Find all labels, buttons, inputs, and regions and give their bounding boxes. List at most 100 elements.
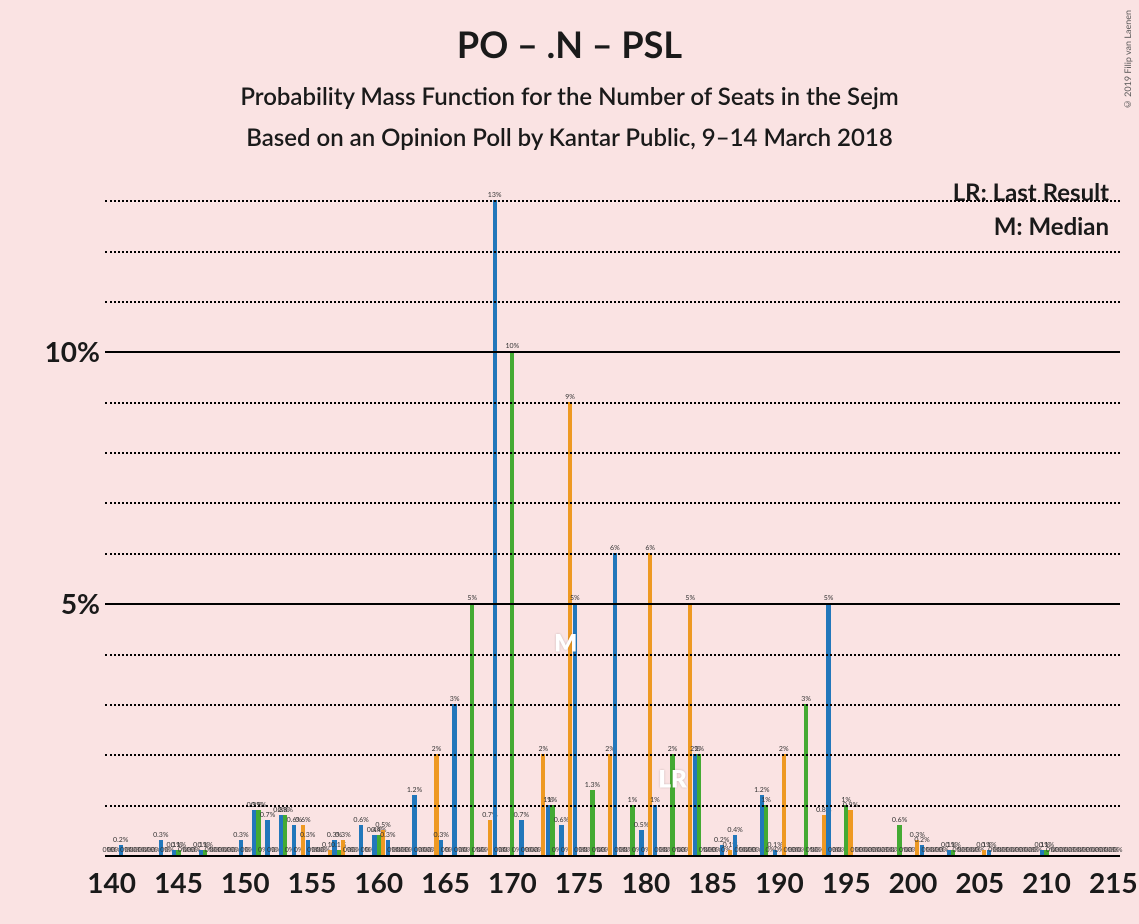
bar-group: 0%0%0.8% (813, 815, 826, 855)
bar-value-label: 0.3% (233, 832, 248, 840)
x-axis-label: 170 (488, 855, 537, 899)
gridline-minor (105, 704, 1120, 706)
bar-b: 13% (493, 200, 497, 855)
bar-group: 0.6%0%0.6% (292, 825, 305, 855)
bar-value-label: 2% (779, 746, 789, 754)
bar-value-label: 1.3% (585, 782, 600, 790)
bar-o: 0.6% (301, 825, 305, 855)
gridline-minor (105, 301, 1120, 303)
bar-value-label: 0.6% (353, 817, 368, 825)
bar-o: 0.7% (488, 820, 492, 855)
bar-value-label: 0.6% (892, 817, 907, 825)
bar-value-label: 0.5% (375, 822, 390, 830)
bar-value-label: 1.2% (754, 787, 769, 795)
bar-group: 1%1%0% (546, 805, 559, 855)
bar-b: 5% (573, 603, 577, 855)
bar-group: 0%5%0% (466, 603, 479, 855)
bar-value-label: 13% (488, 192, 502, 200)
gridline-minor (105, 553, 1120, 555)
x-axis-label: 145 (154, 855, 203, 899)
bar-value-label: 5% (570, 595, 580, 603)
bar-value-label: 9% (565, 394, 575, 402)
x-axis-label: 155 (288, 855, 337, 899)
bar-group: 0.7%0%0% (265, 820, 278, 855)
gridline-minor (105, 200, 1120, 202)
bar-group: 0%3%0% (800, 704, 813, 855)
x-axis-label: 150 (221, 855, 270, 899)
bar-value-label: 10% (505, 343, 519, 351)
x-axis-label: 165 (421, 855, 470, 899)
bar-value-label: 5% (685, 595, 695, 603)
y-axis-label: 5% (61, 586, 100, 620)
y-axis-label: 10% (45, 334, 100, 368)
gridline-minor (105, 654, 1120, 656)
bar-value-label: 2% (694, 746, 704, 754)
gridline-minor (105, 502, 1120, 504)
bar-value-label: 0.4% (727, 827, 742, 835)
bar-g: 3% (804, 704, 808, 855)
bar-group: 5%0%0% (573, 603, 586, 855)
x-axis-label: 140 (87, 855, 136, 899)
copyright-text: © 2019 Filip van Laenen (1122, 10, 1133, 110)
bar-value-label: 6% (610, 545, 620, 553)
bar-value-label: 0.3% (335, 832, 350, 840)
bar-g: 5% (470, 603, 474, 855)
bar-value-label: 5% (824, 595, 834, 603)
bar-group: 5%0%0% (826, 603, 839, 855)
bar-value-label: 0.5% (634, 822, 649, 830)
bar-o: 0.8% (822, 815, 826, 855)
bar-value-label: 2% (432, 746, 442, 754)
x-axis-label: 215 (1089, 855, 1138, 899)
x-axis-label: 195 (822, 855, 871, 899)
bar-group: 0%0%5% (680, 603, 693, 855)
bar-value-label: 1% (548, 797, 558, 805)
bar-value-label: 0.2% (914, 837, 929, 845)
bar-value-label: 2% (538, 746, 548, 754)
bar-o: 5% (688, 603, 692, 855)
chart-title: PO – .N – PSL (0, 0, 1139, 66)
bar-value-label: 0.6% (295, 817, 310, 825)
x-axis-label: 160 (354, 855, 403, 899)
x-axis-label: 190 (755, 855, 804, 899)
gridline-minor (105, 805, 1120, 807)
x-axis-label: 210 (1022, 855, 1071, 899)
bar-value-label: 0.3% (434, 832, 449, 840)
bar-group: 0.3%0%0% (439, 840, 452, 855)
gridline-major (105, 351, 1120, 353)
bar-group: 3%0%0% (452, 704, 465, 855)
gridline-minor (105, 402, 1120, 404)
chart-subtitle-1: Probability Mass Function for the Number… (0, 82, 1139, 111)
bar-value-label: 0.3% (153, 832, 168, 840)
bar-value-label: 5% (467, 595, 477, 603)
bar-group: 0%0%0.7% (479, 820, 492, 855)
plot-area: 0%0%0%0.2%0%0%0%0%0%0%0%0%0.3%0%0%0.1%0.… (105, 175, 1120, 855)
bar-value-label: 3% (801, 696, 811, 704)
bar-value-label: 1% (628, 797, 638, 805)
x-axis-label: 175 (555, 855, 604, 899)
x-axis-label: 185 (688, 855, 737, 899)
bar-value-label: 0.3% (300, 832, 315, 840)
gridline-minor (105, 452, 1120, 454)
bar-value-label: 0.3% (380, 832, 395, 840)
bar-b: 3% (452, 704, 456, 855)
x-axis-label: 205 (955, 855, 1004, 899)
bar-group: 0.3%0%0% (239, 840, 252, 855)
bar-value-label: 1.2% (407, 787, 422, 795)
chart-subtitle-2: Based on an Opinion Poll by Kantar Publi… (0, 123, 1139, 152)
bar-value-label: 2% (668, 746, 678, 754)
bar-value-label: 1% (761, 797, 771, 805)
bars-container: 0%0%0%0.2%0%0%0%0%0%0%0%0%0.3%0%0%0.1%0.… (105, 175, 1120, 855)
x-axis-label: 200 (889, 855, 938, 899)
bar-group: 0.2%0%0.1% (720, 845, 733, 855)
bar-b: 5% (826, 603, 830, 855)
bar-group: 13%0%0% (493, 200, 506, 855)
bar-value-label: 3% (450, 696, 460, 704)
bar-o: 9% (568, 402, 572, 855)
gridline-minor (105, 251, 1120, 253)
bar-value-label: 0.8% (278, 807, 293, 815)
bar-value-label: 0.7% (514, 812, 529, 820)
bar-group: 0.6%0%9% (559, 402, 572, 855)
bar-value-label: 6% (645, 545, 655, 553)
bar-value-label: 0% (1113, 847, 1123, 855)
gridline-major (105, 603, 1120, 605)
